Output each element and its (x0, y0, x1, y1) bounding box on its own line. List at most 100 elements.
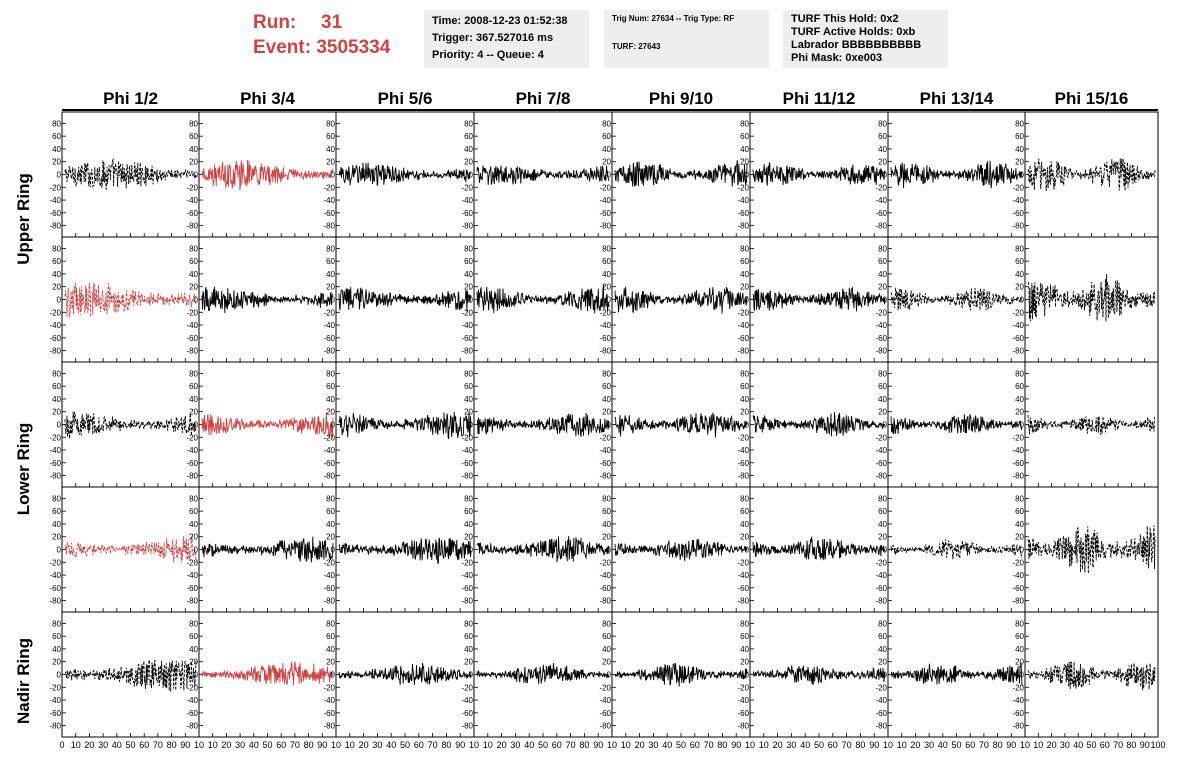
waveform-trace (201, 536, 334, 563)
y-tick-label: 40 (464, 520, 473, 529)
phi-column-label: Phi 5/6 (378, 89, 433, 108)
y-tick-label: -60 (461, 584, 473, 593)
y-tick-label: 80 (878, 119, 887, 128)
y-tick-label: -40 (599, 446, 611, 455)
y-tick-label: 60 (1015, 632, 1024, 641)
x-tick-label: 70 (566, 740, 576, 750)
y-tick-label: 60 (464, 132, 473, 141)
y-tick-label: -60 (49, 209, 61, 218)
y-tick-label: 20 (602, 408, 611, 417)
x-tick-label: 60 (1100, 740, 1110, 750)
y-tick-label: 60 (189, 382, 198, 391)
x-tick-label: 80 (441, 740, 451, 750)
y-tick-label: 40 (464, 395, 473, 404)
waveform-trace (752, 665, 886, 685)
waveform-trace (1027, 661, 1156, 691)
x-tick-label: 30 (98, 740, 108, 750)
y-tick-label: 60 (740, 507, 749, 516)
y-tick-label: 80 (464, 369, 473, 378)
y-tick-label: -40 (737, 571, 749, 580)
y-tick-label: 60 (52, 132, 61, 141)
y-tick-label: 20 (189, 158, 198, 167)
y-tick-label: 40 (326, 395, 335, 404)
waveform-trace (64, 282, 197, 318)
x-tick-label: 20 (497, 740, 507, 750)
x-tick-label: 50 (951, 740, 961, 750)
y-tick-label: 40 (52, 645, 61, 654)
y-tick-label: -60 (737, 709, 749, 718)
x-tick-label: 20 (910, 740, 920, 750)
y-tick-label: -40 (599, 196, 611, 205)
y-tick-label: 0 (331, 671, 336, 680)
y-tick-label: -60 (461, 459, 473, 468)
y-tick-label: 60 (602, 132, 611, 141)
y-tick-label: 80 (52, 244, 61, 253)
waveform-trace (1027, 414, 1156, 435)
y-tick-label: -60 (1012, 584, 1024, 593)
y-tick-label: -80 (186, 347, 198, 356)
trigger-line: Trigger: 367.527016 ms (432, 32, 554, 44)
x-tick-label: 60 (690, 740, 700, 750)
y-tick-label: 60 (52, 632, 61, 641)
event-value: 3505334 (316, 37, 391, 58)
x-tick-label: 90 (1006, 740, 1016, 750)
y-tick-label: 60 (602, 507, 611, 516)
y-tick-label: -20 (1012, 683, 1024, 692)
x-tick-label: 10 (483, 740, 493, 750)
y-tick-label: -40 (737, 446, 749, 455)
y-tick-label: -80 (323, 597, 335, 606)
y-tick-label: -40 (461, 571, 473, 580)
waveform-trace (890, 414, 1023, 435)
x-tick-label: 50 (1086, 740, 1096, 750)
x-tick-label: 20 (773, 740, 783, 750)
y-tick-label: -80 (49, 722, 61, 731)
y-tick-label: 60 (740, 632, 749, 641)
y-tick-label: 0 (883, 671, 888, 680)
phi-column-label: Phi 15/16 (1055, 89, 1129, 108)
y-tick-label: 40 (602, 520, 611, 529)
y-tick-label: -40 (1012, 321, 1024, 330)
y-tick-label: -60 (875, 209, 887, 218)
x-tick-label: 60 (965, 740, 975, 750)
y-tick-label: -20 (1012, 308, 1024, 317)
y-tick-label: 0 (745, 421, 750, 430)
y-tick-label: 80 (740, 494, 749, 503)
labrador-line: Labrador BBBBBBBBBB (791, 39, 922, 51)
y-tick-label: 80 (326, 119, 335, 128)
y-tick-label: -20 (186, 183, 198, 192)
y-tick-label: -80 (49, 347, 61, 356)
waveform-trace (476, 663, 610, 685)
x-tick-label: 10 (345, 740, 355, 750)
x-tick-label: 30 (1060, 740, 1070, 750)
y-tick-label: 0 (607, 546, 612, 555)
x-tick-label: 80 (167, 740, 177, 750)
y-tick-label: -20 (49, 308, 61, 317)
y-tick-label: 20 (189, 533, 198, 542)
x-tick-label: 30 (510, 740, 520, 750)
y-tick-label: -20 (599, 433, 611, 442)
y-tick-label: -80 (875, 347, 887, 356)
x-tick-label: 60 (552, 740, 562, 750)
y-tick-label: -60 (49, 459, 61, 468)
y-tick-label: -60 (186, 334, 198, 343)
x-tick-label: 90 (1140, 740, 1150, 750)
y-tick-label: 20 (740, 158, 749, 167)
y-tick-label: 80 (1015, 494, 1024, 503)
x-tick-label: 40 (249, 740, 259, 750)
y-tick-label: 20 (878, 283, 887, 292)
y-tick-label: -80 (1012, 597, 1024, 606)
y-tick-label: 20 (878, 533, 887, 542)
y-tick-label: -80 (599, 347, 611, 356)
y-tick-label: 80 (878, 619, 887, 628)
turf-info-panel: TURF This Hold: 0x2 TURF Active Holds: 0… (783, 10, 948, 68)
y-tick-label: -40 (323, 321, 335, 330)
y-tick-label: -20 (461, 433, 473, 442)
waveform-trace (1027, 158, 1156, 192)
y-tick-label: -60 (49, 584, 61, 593)
y-tick-label: -20 (875, 683, 887, 692)
y-tick-label: 40 (740, 270, 749, 279)
x-tick-label: 30 (648, 740, 658, 750)
y-tick-label: -40 (186, 196, 198, 205)
phi-column-label: Phi 11/12 (783, 89, 856, 108)
y-tick-label: 40 (602, 395, 611, 404)
